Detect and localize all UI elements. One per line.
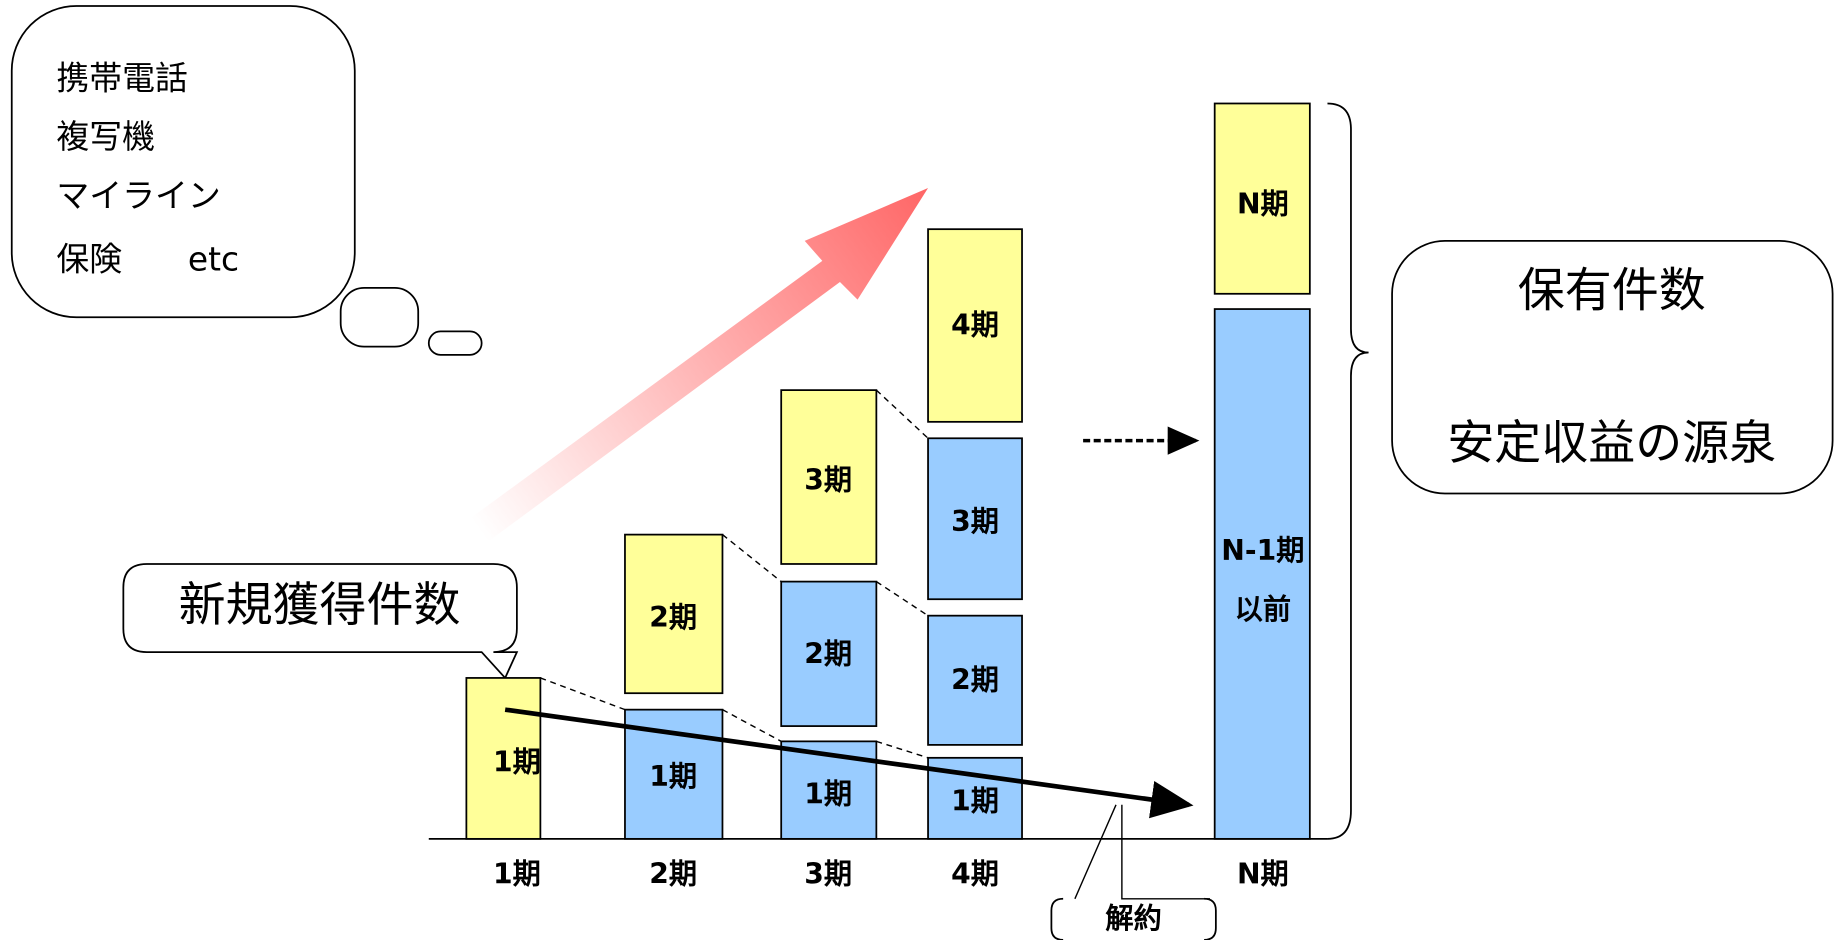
holdings-box — [1391, 240, 1834, 495]
segment — [624, 533, 724, 695]
callout-text: 解約 — [1105, 902, 1161, 935]
callout-bracket — [1050, 897, 1217, 940]
segment-label: 4期 — [951, 309, 999, 342]
thought-bubble — [10, 5, 356, 319]
callout-pointer — [1074, 804, 1210, 900]
holdings-text: 保有件数 — [1518, 263, 1706, 318]
x-label: 3期 — [804, 857, 852, 890]
segment-label: N-1期 — [1221, 534, 1304, 567]
x-label: N期 — [1237, 857, 1289, 890]
callout-box — [122, 563, 519, 680]
bubble-line: 保険 etc — [56, 239, 239, 278]
segment — [1213, 102, 1311, 295]
segment — [1213, 308, 1311, 840]
segment — [780, 580, 878, 727]
brace — [1327, 102, 1369, 840]
segment — [927, 614, 1023, 746]
bubble-dot — [427, 330, 483, 356]
segment-label: N期 — [1237, 188, 1289, 221]
segment-label: 2期 — [649, 601, 697, 634]
bubble-dot — [339, 287, 420, 348]
segment-label: 2期 — [951, 663, 999, 696]
segment — [927, 437, 1023, 601]
bubble-line: マイライン — [56, 176, 220, 215]
segment-label: 3期 — [804, 464, 852, 497]
segment-label: 1期 — [649, 760, 697, 793]
x-label: 4期 — [951, 857, 999, 890]
bubble-line: 複写機 — [56, 117, 155, 156]
segment-label: 1期 — [493, 746, 541, 779]
segment — [780, 389, 878, 565]
x-label: 2期 — [649, 857, 697, 890]
segment — [927, 228, 1023, 423]
connectors — [540, 389, 929, 759]
holdings-text: 安定収益の源泉 — [1447, 416, 1776, 471]
segment-label: 3期 — [951, 505, 999, 538]
segment-label: 2期 — [804, 638, 852, 671]
segment — [465, 677, 542, 840]
callout-text: 新規獲得件数 — [179, 578, 461, 633]
segment-label: 1期 — [951, 784, 999, 817]
churn-arrow — [504, 707, 1194, 819]
growth-arrow — [464, 188, 929, 547]
bubble-line: 携帯電話 — [56, 58, 188, 97]
segment-label: 1期 — [804, 777, 852, 810]
x-label: 1期 — [493, 857, 541, 890]
segment-label: 以前 — [1235, 593, 1291, 626]
